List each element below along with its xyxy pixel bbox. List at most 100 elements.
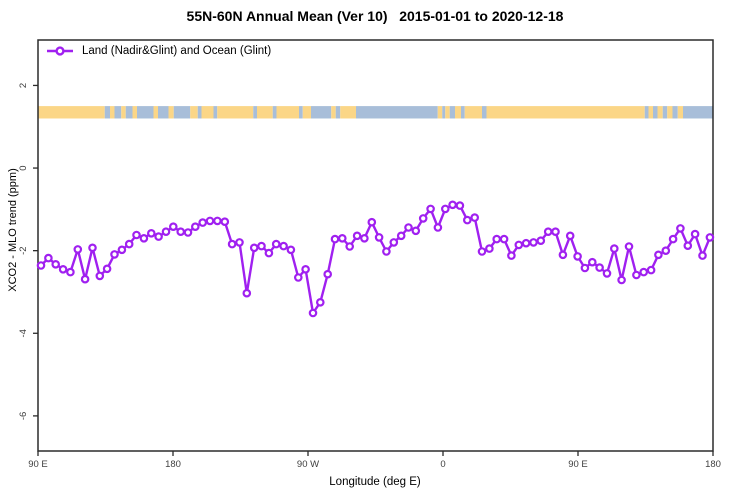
map-band-land-segment <box>217 106 254 119</box>
y-tick-label: -6 <box>18 412 29 420</box>
map-band-ocean-segment <box>197 106 202 119</box>
data-point <box>521 238 531 248</box>
data-point <box>323 269 333 279</box>
data-point <box>529 238 538 247</box>
y-tick-label: -4 <box>18 329 29 337</box>
map-band-land-segment <box>455 106 461 119</box>
data-point <box>632 270 641 280</box>
data-point <box>264 248 274 258</box>
data-point <box>88 243 97 253</box>
map-band-ocean-segment <box>125 106 133 119</box>
data-point <box>213 216 222 226</box>
data-point <box>654 250 663 260</box>
data-point <box>220 217 230 227</box>
data-point <box>147 229 156 238</box>
data-point <box>705 233 715 242</box>
map-band-ocean-segment <box>311 106 332 119</box>
x-tick-label: 90 E <box>568 459 588 470</box>
data-point <box>315 297 325 307</box>
data-point <box>169 222 178 232</box>
data-point <box>44 253 53 263</box>
x-tick-label: 180 <box>165 459 181 470</box>
map-band-land-segment <box>340 106 356 119</box>
data-point <box>337 234 347 243</box>
x-axis-title: Longitude (deg E) <box>329 476 421 488</box>
data-point <box>418 214 428 223</box>
data-point <box>661 246 671 256</box>
y-tick-label: -2 <box>18 246 29 254</box>
map-band-land-segment <box>331 106 336 119</box>
data-point <box>683 241 693 251</box>
data-point <box>301 264 310 274</box>
map-band-land-segment <box>464 106 482 119</box>
data-point <box>242 288 252 298</box>
data-point <box>565 231 575 241</box>
map-band-ocean-segment <box>653 106 658 119</box>
map-band-land-segment <box>201 106 214 119</box>
data-point <box>485 244 494 253</box>
data-point <box>117 245 127 255</box>
map-band-land-segment <box>276 106 299 119</box>
map-band-ocean-segment <box>449 106 455 119</box>
data-point <box>124 239 134 249</box>
data-point <box>154 232 163 241</box>
data-point <box>455 201 465 210</box>
map-band-ocean-segment <box>335 106 341 119</box>
data-point <box>227 239 237 249</box>
data-point <box>95 271 105 281</box>
data-point <box>609 244 619 253</box>
map-band-ocean-segment <box>683 106 713 119</box>
data-point <box>470 213 480 222</box>
map-band-ocean-segment <box>213 106 218 119</box>
data-point <box>249 243 259 253</box>
data-point <box>271 239 281 249</box>
data-point <box>448 200 457 210</box>
data-point <box>580 263 590 273</box>
map-band-ocean-segment <box>662 106 668 119</box>
data-point <box>176 227 186 237</box>
map-band-ocean-segment <box>672 106 678 119</box>
data-point <box>293 273 303 282</box>
data-point <box>51 259 61 269</box>
map-band-ocean-segment <box>482 106 487 119</box>
map-band-ocean-segment <box>442 106 446 119</box>
data-point <box>257 241 266 251</box>
data-point <box>396 231 406 241</box>
map-band-ocean-segment <box>461 106 465 119</box>
data-point <box>477 247 487 256</box>
legend-label: Land (Nadir&Glint) and Ocean (Glint) <box>82 45 272 57</box>
map-band-ocean-segment <box>173 106 191 119</box>
map-band-land-segment <box>302 106 311 119</box>
data-point <box>360 234 369 243</box>
data-point <box>426 204 435 214</box>
data-point <box>617 275 626 285</box>
map-band-ocean-segment <box>114 106 122 119</box>
data-point <box>690 229 700 239</box>
map-band-land-segment <box>445 106 450 119</box>
map-band-ocean-segment <box>644 106 649 119</box>
map-band-land-segment <box>648 106 653 119</box>
map-band-ocean-segment <box>158 106 169 119</box>
map-band-land-segment <box>132 106 137 119</box>
map-band-land-segment <box>257 106 273 119</box>
data-point <box>345 242 355 251</box>
legend: Land (Nadir&Glint) and Ocean (Glint) <box>46 45 271 57</box>
data-point <box>110 250 119 259</box>
data-point <box>132 230 141 240</box>
data-point <box>235 238 244 247</box>
data-point <box>676 224 685 233</box>
data-point <box>440 204 450 214</box>
map-band-land-segment <box>486 106 645 119</box>
data-point <box>205 216 215 226</box>
data-point <box>36 261 46 270</box>
data-point <box>668 234 678 244</box>
data-point <box>161 227 171 237</box>
data-point <box>558 250 568 260</box>
map-band-land-segment <box>38 106 105 119</box>
data-point <box>411 226 421 236</box>
data-point <box>514 240 524 250</box>
x-tick-label: 180 <box>705 459 721 470</box>
x-tick-label: 90 E <box>28 459 48 470</box>
data-point <box>433 223 443 232</box>
